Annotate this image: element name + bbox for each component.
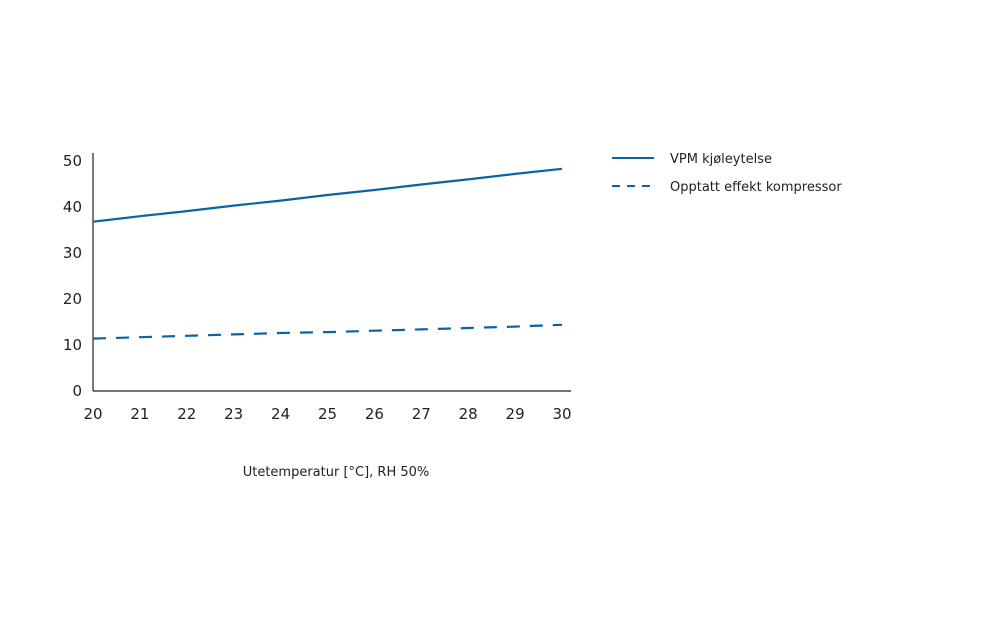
x-tick-label: 23 (224, 405, 243, 423)
y-tick-label: 50 (63, 152, 82, 170)
x-tick-label: 22 (177, 405, 196, 423)
x-tick-label: 24 (271, 405, 290, 423)
series-line-1 (92, 323, 563, 340)
axes (92, 153, 571, 392)
series-line-0 (92, 167, 563, 223)
y-tick-label: 10 (63, 336, 82, 354)
x-tick-label: 26 (365, 405, 384, 423)
legend-label-1: Opptatt effekt kompressor (670, 180, 842, 195)
x-tick-label: 30 (552, 405, 571, 423)
x-tick-label: 29 (506, 405, 525, 423)
y-tick-label: 30 (63, 244, 82, 262)
y-tick-label: 40 (63, 198, 82, 216)
x-tick-labels: 20 21 22 23 24 25 26 27 28 29 30 (83, 405, 571, 423)
x-tick-label: 21 (130, 405, 149, 423)
x-tick-label: 25 (318, 405, 337, 423)
y-tick-label: 20 (63, 290, 82, 308)
x-tick-label: 28 (459, 405, 478, 423)
series-layer (92, 167, 563, 340)
x-axis-label: Utetemperatur [°C], RH 50% (243, 465, 430, 480)
y-tick-labels: 0 10 20 30 40 50 (63, 152, 82, 400)
x-tick-label: 20 (83, 405, 102, 423)
x-tick-label: 27 (412, 405, 431, 423)
y-tick-label: 0 (72, 382, 82, 400)
legend: VPM kjøleytelse Opptatt effekt kompressor (612, 152, 842, 195)
legend-label-0: VPM kjøleytelse (670, 152, 772, 167)
